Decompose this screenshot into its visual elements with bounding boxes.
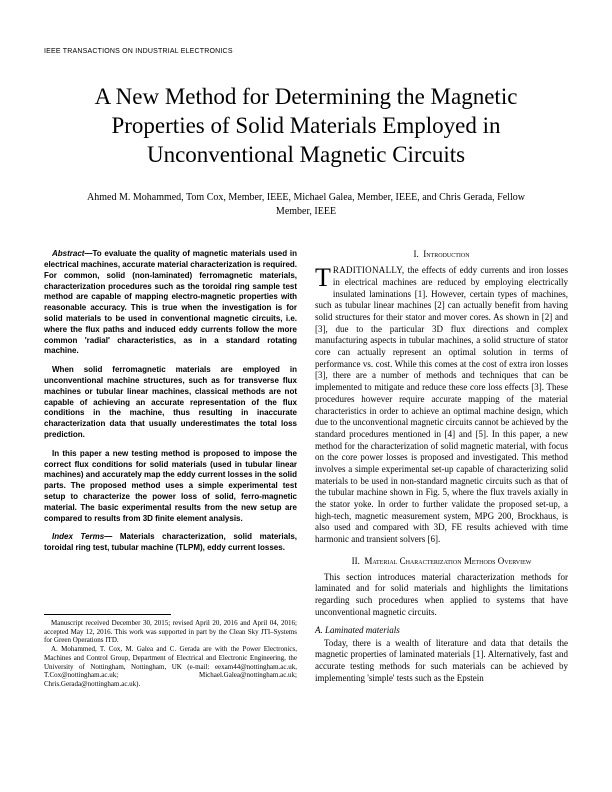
dropcap-rest: RADITIONALLY, [333, 265, 405, 275]
index-terms: Index Terms— Materials characterization,… [44, 532, 297, 554]
journal-header: IEEE TRANSACTIONS ON INDUSTRIAL ELECTRON… [44, 48, 568, 55]
abstract-p2: When solid ferromagnetic materials are e… [44, 365, 297, 441]
index-terms-label: Index Terms— [52, 532, 112, 541]
dropcap: T [315, 265, 333, 289]
abstract-p1-text: To evaluate the quality of magnetic mate… [44, 249, 297, 355]
section-2-p1: This section introduces material charact… [315, 572, 568, 619]
right-column: I. Introduction TRADITIONALLY, the effec… [315, 249, 568, 689]
section-1-p1-text: the effects of eddy currents and iron lo… [315, 265, 568, 544]
subsection-a: A. Laminated materials [315, 625, 568, 635]
section-1-body: TRADITIONALLY, the effects of eddy curre… [315, 265, 568, 546]
footnote-p1: Manuscript received December 30, 2015; r… [44, 619, 297, 645]
two-column-layout: Abstract—To evaluate the quality of magn… [44, 249, 568, 689]
abstract-p1: Abstract—To evaluate the quality of magn… [44, 249, 297, 357]
section-2-body-2: Today, there is a wealth of literature a… [315, 638, 568, 685]
paper-title: A New Method for Determining the Magneti… [64, 83, 548, 169]
section-2-p2: Today, there is a wealth of literature a… [315, 638, 568, 685]
abstract-label: Abstract— [52, 249, 92, 258]
section-2-body: This section introduces material charact… [315, 572, 568, 619]
section-2-heading: II. Material Characterization Methods Ov… [315, 556, 568, 566]
abstract-block: Abstract—To evaluate the quality of magn… [44, 249, 297, 524]
section-1-num: I. [413, 249, 418, 259]
section-2-num: II. [352, 556, 360, 566]
footnote-p2: A. Mohammed, T. Cox, M. Galea and C. Ger… [44, 645, 297, 689]
abstract-p3: In this paper a new testing method is pr… [44, 449, 297, 525]
section-2-title: Material Characterization Methods Overvi… [364, 556, 531, 566]
authors-line: Ahmed M. Mohammed, Tom Cox, Member, IEEE… [84, 191, 528, 219]
left-column: Abstract—To evaluate the quality of magn… [44, 249, 297, 689]
section-1-p1: TRADITIONALLY, the effects of eddy curre… [315, 265, 568, 546]
section-1-heading: I. Introduction [315, 249, 568, 259]
footnote-rule [44, 614, 171, 615]
section-1-title: Introduction [423, 249, 469, 259]
